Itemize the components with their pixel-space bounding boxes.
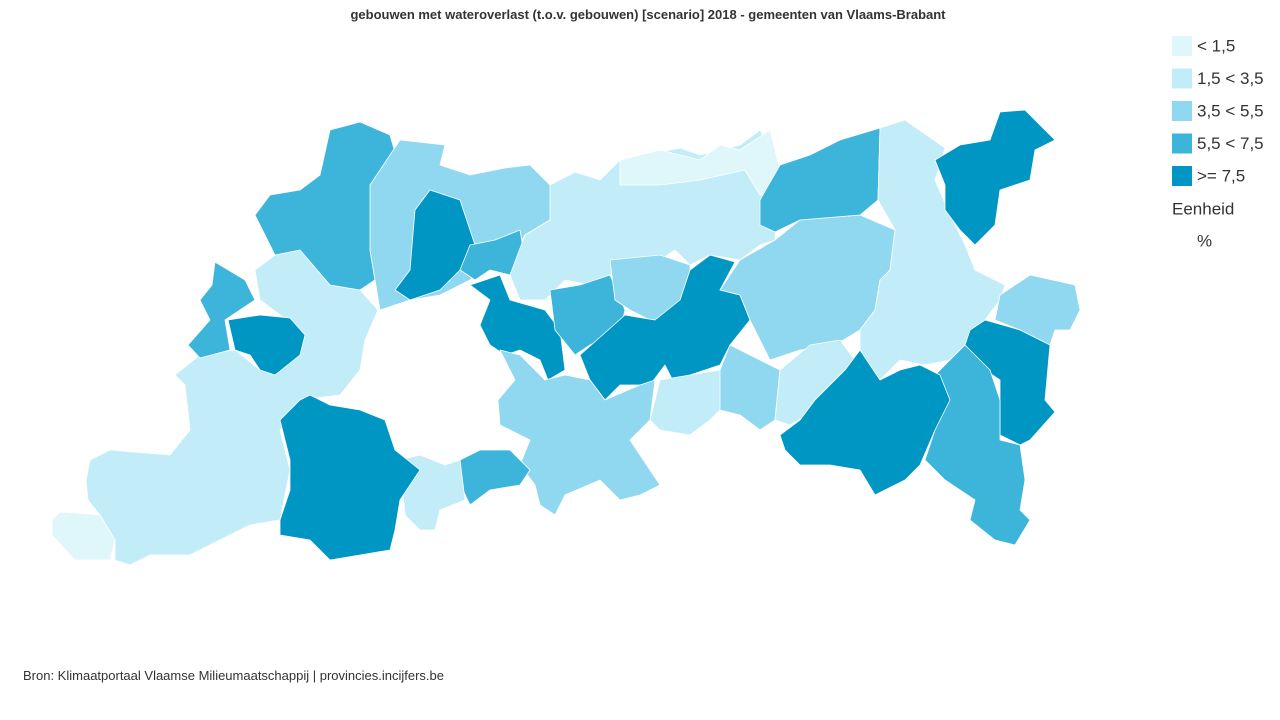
municipality [469, 274, 566, 381]
legend-swatch [1172, 36, 1192, 56]
legend-label: < 1,5 [1197, 36, 1235, 55]
municipality [649, 369, 731, 436]
municipality [85, 249, 379, 566]
unit: % [1197, 231, 1212, 250]
municipality [779, 349, 951, 496]
municipality [459, 449, 531, 506]
legend-label: 1,5 < 3,5 [1197, 69, 1264, 88]
municipality [579, 254, 751, 401]
municipality [187, 261, 256, 359]
municipality [497, 349, 661, 516]
source: Bron: Klimaatportaal Vlaamse Milieumaats… [23, 668, 444, 683]
legend-label: 3,5 < 5,5 [1197, 101, 1264, 120]
legend-label: 5,5 < 7,5 [1197, 134, 1264, 153]
municipality [719, 344, 781, 431]
unit-title: Eenheid [1172, 199, 1234, 218]
legend: < 1,5 1,5 < 3,5 3,5 < 5,5 5,5 < 7,5 >= 7,5 [1172, 36, 1264, 186]
regions [51, 109, 1081, 566]
legend-label: >= 7,5 [1197, 166, 1245, 185]
legend-swatch [1172, 166, 1192, 186]
municipality [227, 314, 306, 376]
municipality [924, 344, 1031, 546]
legend-swatch [1172, 101, 1192, 121]
legend-swatch [1172, 68, 1192, 89]
legend-swatch [1172, 133, 1192, 154]
municipality [994, 274, 1081, 346]
municipality [934, 109, 1056, 246]
municipality [279, 394, 421, 561]
municipality [51, 511, 116, 561]
map-title: gebouwen met wateroverlast (t.o.v. gebou… [350, 7, 946, 22]
municipality [394, 189, 476, 301]
